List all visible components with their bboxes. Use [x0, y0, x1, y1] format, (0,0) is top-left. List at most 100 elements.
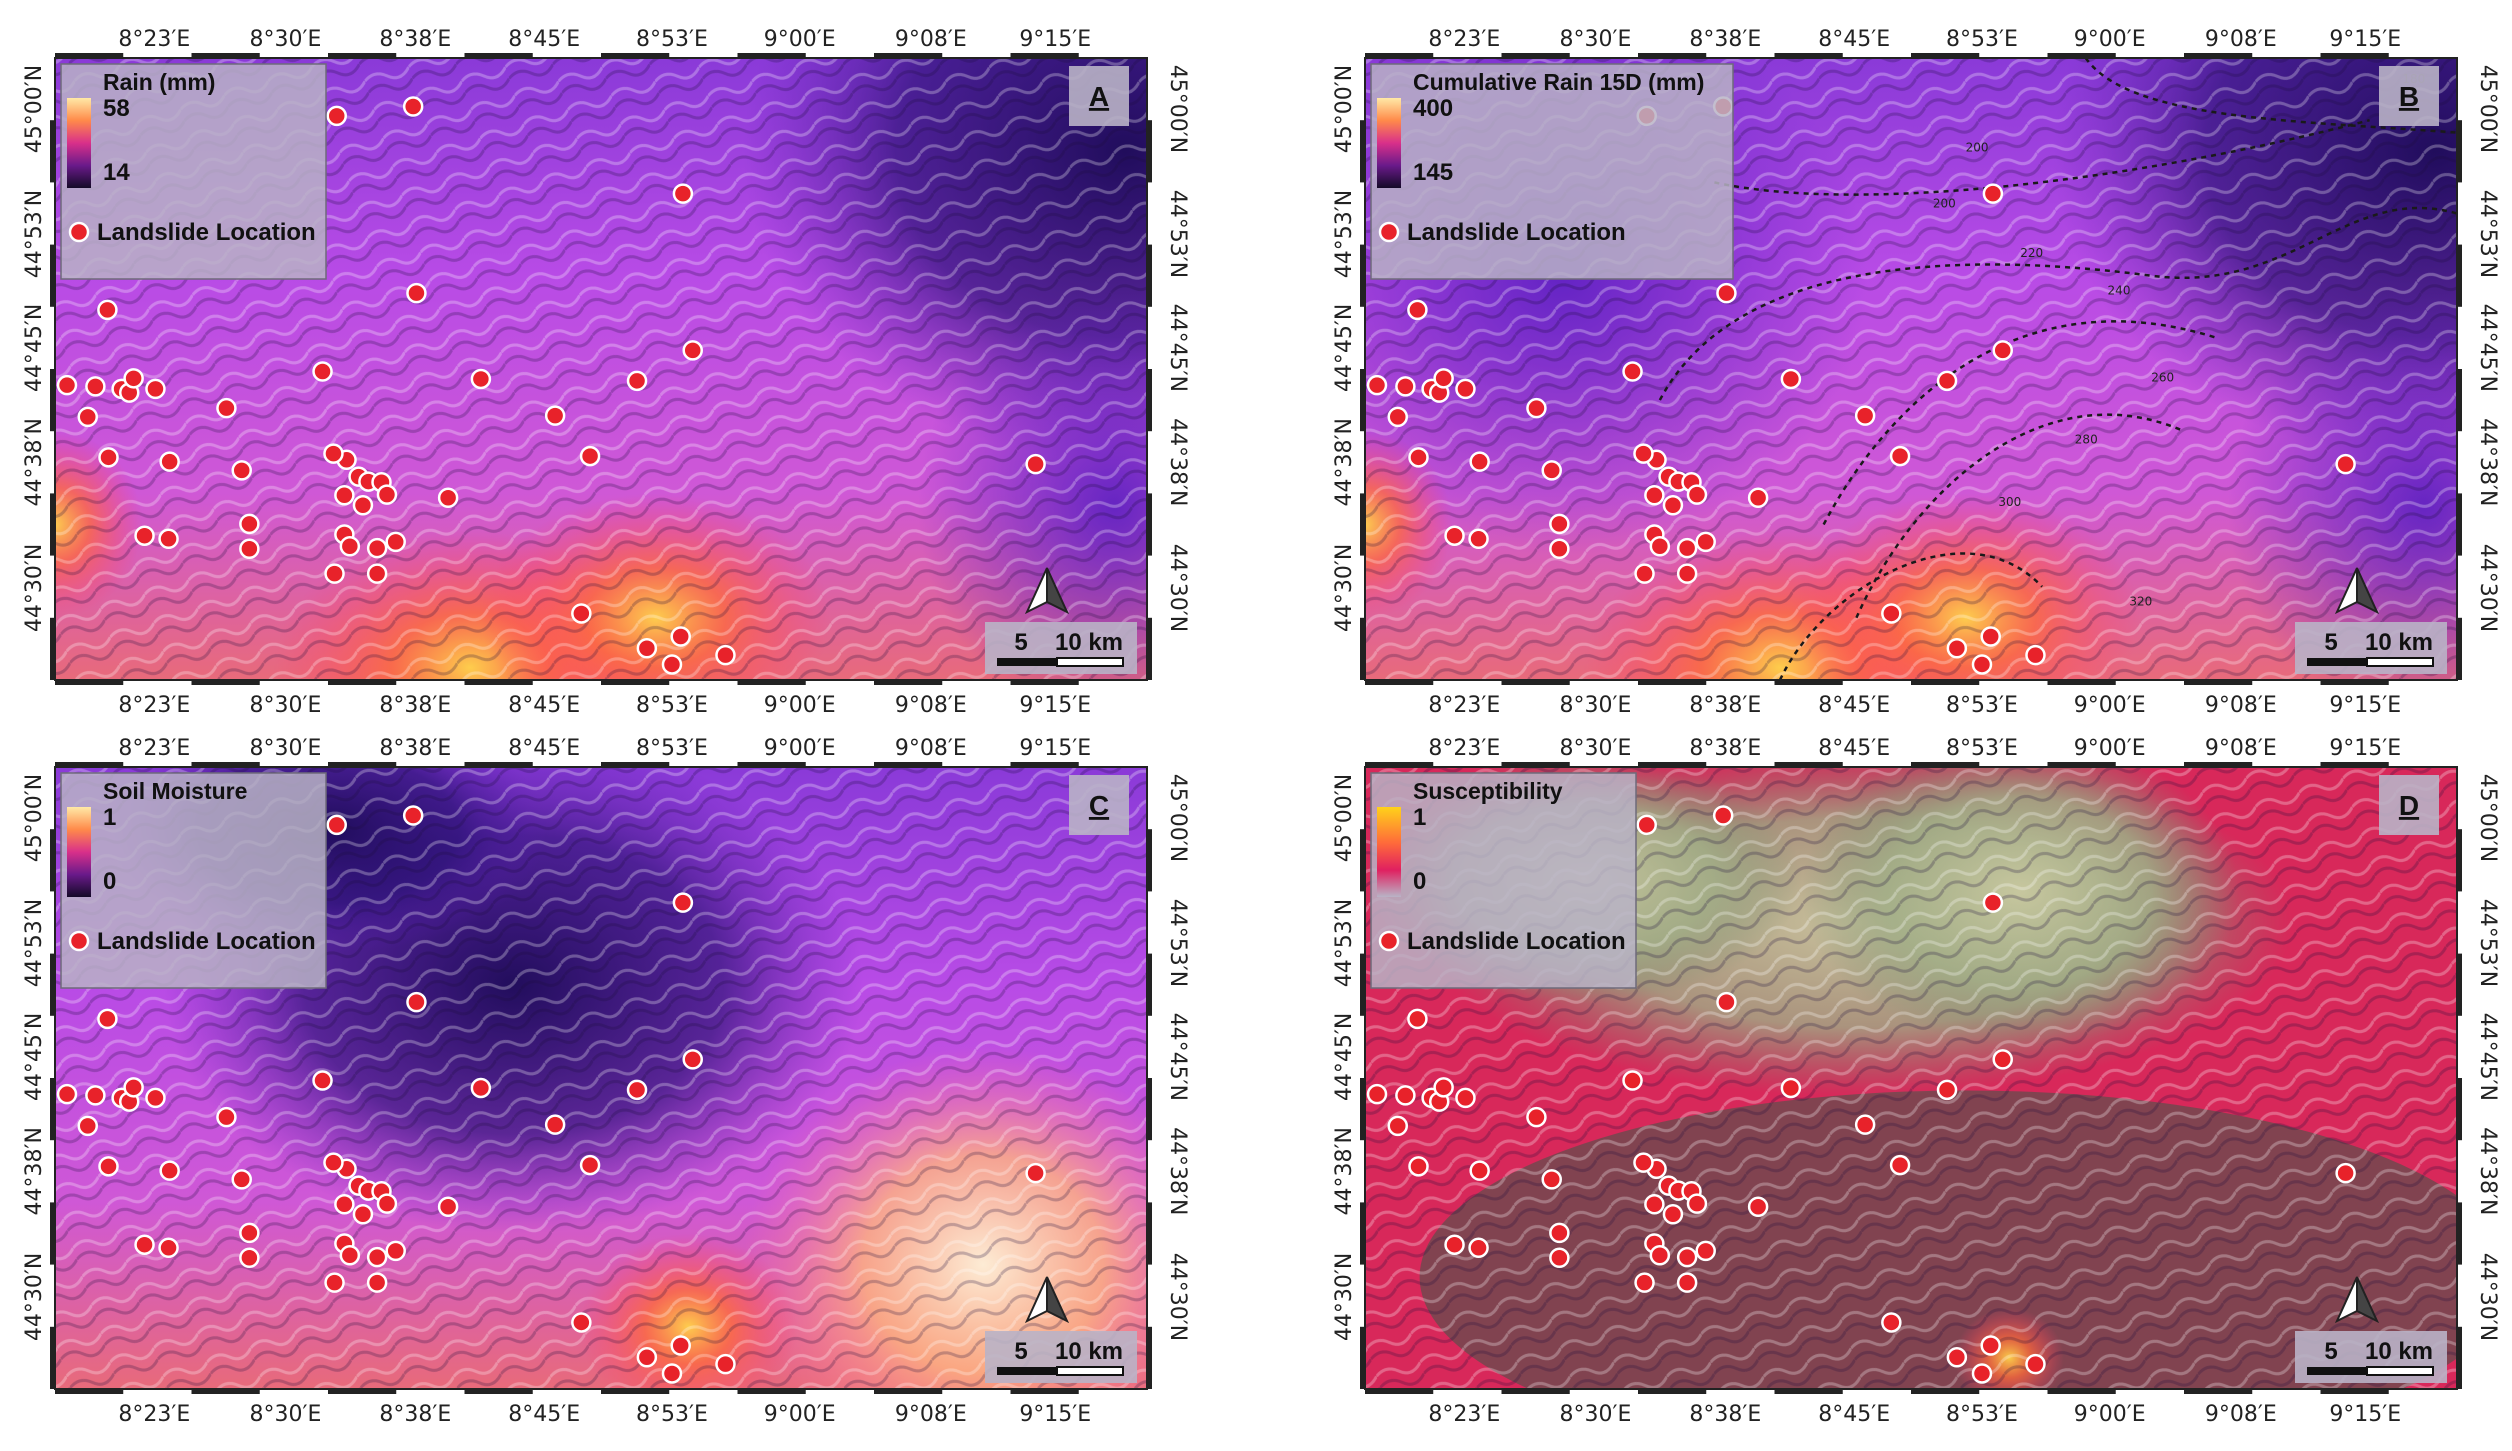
x-tick-label-bottom: 9°00′E: [2074, 1402, 2146, 1427]
scale-segment: [2307, 658, 2367, 666]
frame-tick: [874, 762, 943, 767]
landslide-point: [1971, 654, 1993, 675]
landslide-point: [437, 1196, 459, 1218]
panel-letter: B: [2399, 81, 2419, 112]
landslide-point: [1387, 1115, 1409, 1137]
landslide-point: [385, 1240, 406, 1262]
scale-label-large: 10 km: [2365, 629, 2433, 656]
legend-color-ramp: [1377, 807, 1401, 897]
y-tick-label-left: 44°53′N: [1332, 190, 1357, 278]
frame-tick: [1360, 953, 1365, 1016]
frame-tick: [1147, 493, 1152, 556]
landslide-point: [1747, 1196, 1769, 1218]
scale-segment: [2366, 657, 2434, 667]
scale-segment: [1056, 1366, 1124, 1376]
x-tick-label-bottom: 8°53′E: [636, 693, 708, 718]
legend-max-label: 1: [1413, 804, 1426, 831]
landslide-point: [1634, 1272, 1655, 1293]
x-tick-label-top: 9°15′E: [2329, 736, 2401, 761]
landslide-point: [145, 1087, 166, 1109]
landslide-point: [77, 1115, 99, 1137]
contour-label: 220: [2020, 246, 2043, 260]
landslide-point: [231, 1169, 252, 1190]
landslide-point: [158, 1237, 179, 1259]
frame-tick: [2320, 680, 2389, 685]
landslide-point: [406, 282, 427, 304]
landslide-point: [326, 105, 347, 127]
y-tick-label-right: 44°45′N: [2475, 1013, 2500, 1101]
x-tick-label-top: 8°38′E: [1689, 736, 1761, 761]
y-tick-label-left: 44°45′N: [22, 1013, 47, 1101]
y-tick-label-right: 44°38′N: [2475, 1127, 2500, 1215]
legend-title: Soil Moisture: [103, 778, 247, 804]
y-tick-label-left: 45°00′N: [22, 774, 47, 862]
y-tick-label-left: 44°38′N: [22, 418, 47, 506]
x-tick-label-bottom: 9°15′E: [2329, 1402, 2401, 1427]
y-tick-label-right: 45°00′N: [2475, 774, 2500, 862]
landslide-point: [1469, 451, 1490, 472]
frame-tick: [50, 369, 55, 432]
landslide-point: [682, 340, 703, 361]
frame-tick: [2047, 1389, 2116, 1394]
frame-tick: [1360, 244, 1365, 307]
landslide-point: [1686, 1193, 1708, 1214]
y-tick-label-right: 44°30′N: [1165, 544, 1190, 632]
frame-tick: [1501, 53, 1570, 58]
frame-tick: [1774, 1389, 1843, 1394]
y-tick-label-left: 44°53′N: [22, 190, 47, 278]
frame-tick: [1360, 829, 1365, 892]
contour-label: 200: [1966, 140, 1989, 154]
frame-tick: [1911, 53, 1980, 58]
frame-tick: [1360, 617, 1365, 680]
contour-label: 320: [2129, 594, 2152, 608]
scale-segment: [1056, 657, 1124, 667]
legend-color-ramp: [1377, 98, 1401, 188]
frame-tick: [1147, 369, 1152, 432]
frame-tick: [328, 762, 397, 767]
y-tick-label-left: 44°45′N: [22, 304, 47, 392]
x-tick-label-bottom: 8°23′E: [118, 693, 190, 718]
frame-tick: [1365, 680, 1434, 685]
x-tick-label-bottom: 9°00′E: [764, 693, 836, 718]
contour-line: [1855, 413, 2185, 619]
y-tick-label-right: 44°45′N: [2475, 304, 2500, 392]
landslide-point: [239, 538, 260, 560]
frame-tick: [50, 1202, 55, 1265]
landslide-point: [1433, 1077, 1454, 1098]
frame-tick: [2320, 1389, 2389, 1394]
landslide-point: [334, 1194, 355, 1215]
frame-tick: [2457, 617, 2462, 680]
legend-min-label: 0: [1413, 868, 1426, 895]
landslide-point: [1889, 1154, 1911, 1176]
landslide-point: [470, 368, 492, 390]
legend-color-ramp: [67, 807, 91, 897]
y-tick-label-right: 44°38′N: [2475, 418, 2500, 506]
scale-bar: 5 10 km: [985, 1331, 1137, 1383]
legend-points-label: Landslide Location: [1407, 928, 1626, 955]
frame-tick: [737, 53, 806, 58]
x-tick-label-top: 9°00′E: [2074, 27, 2146, 52]
landslide-point: [1946, 1347, 1968, 1368]
legend-point-symbol: [68, 930, 90, 952]
landslide-point: [636, 1347, 658, 1368]
landslide-point: [1387, 406, 1409, 428]
frame-tick: [1774, 762, 1843, 767]
north-arrow-icon: [2334, 1276, 2380, 1324]
landslide-point: [544, 405, 566, 426]
frame-tick: [1360, 120, 1365, 183]
landslide-point: [239, 1247, 260, 1269]
landslide-point: [670, 1335, 691, 1356]
y-tick-label-left: 45°00′N: [22, 65, 47, 153]
x-tick-label-top: 8°30′E: [1559, 736, 1631, 761]
frame-tick: [191, 762, 260, 767]
landslide-point: [366, 537, 388, 559]
x-tick-label-bottom: 9°00′E: [764, 1402, 836, 1427]
frame-tick: [1010, 680, 1079, 685]
landslide-point: [2335, 1162, 2356, 1184]
x-tick-label-top: 9°00′E: [764, 736, 836, 761]
landslide-point: [1622, 1070, 1643, 1091]
frame-tick: [1147, 244, 1152, 307]
landslide-point: [1541, 460, 1562, 481]
legend-box: [60, 63, 327, 280]
landslide-point: [385, 531, 406, 553]
